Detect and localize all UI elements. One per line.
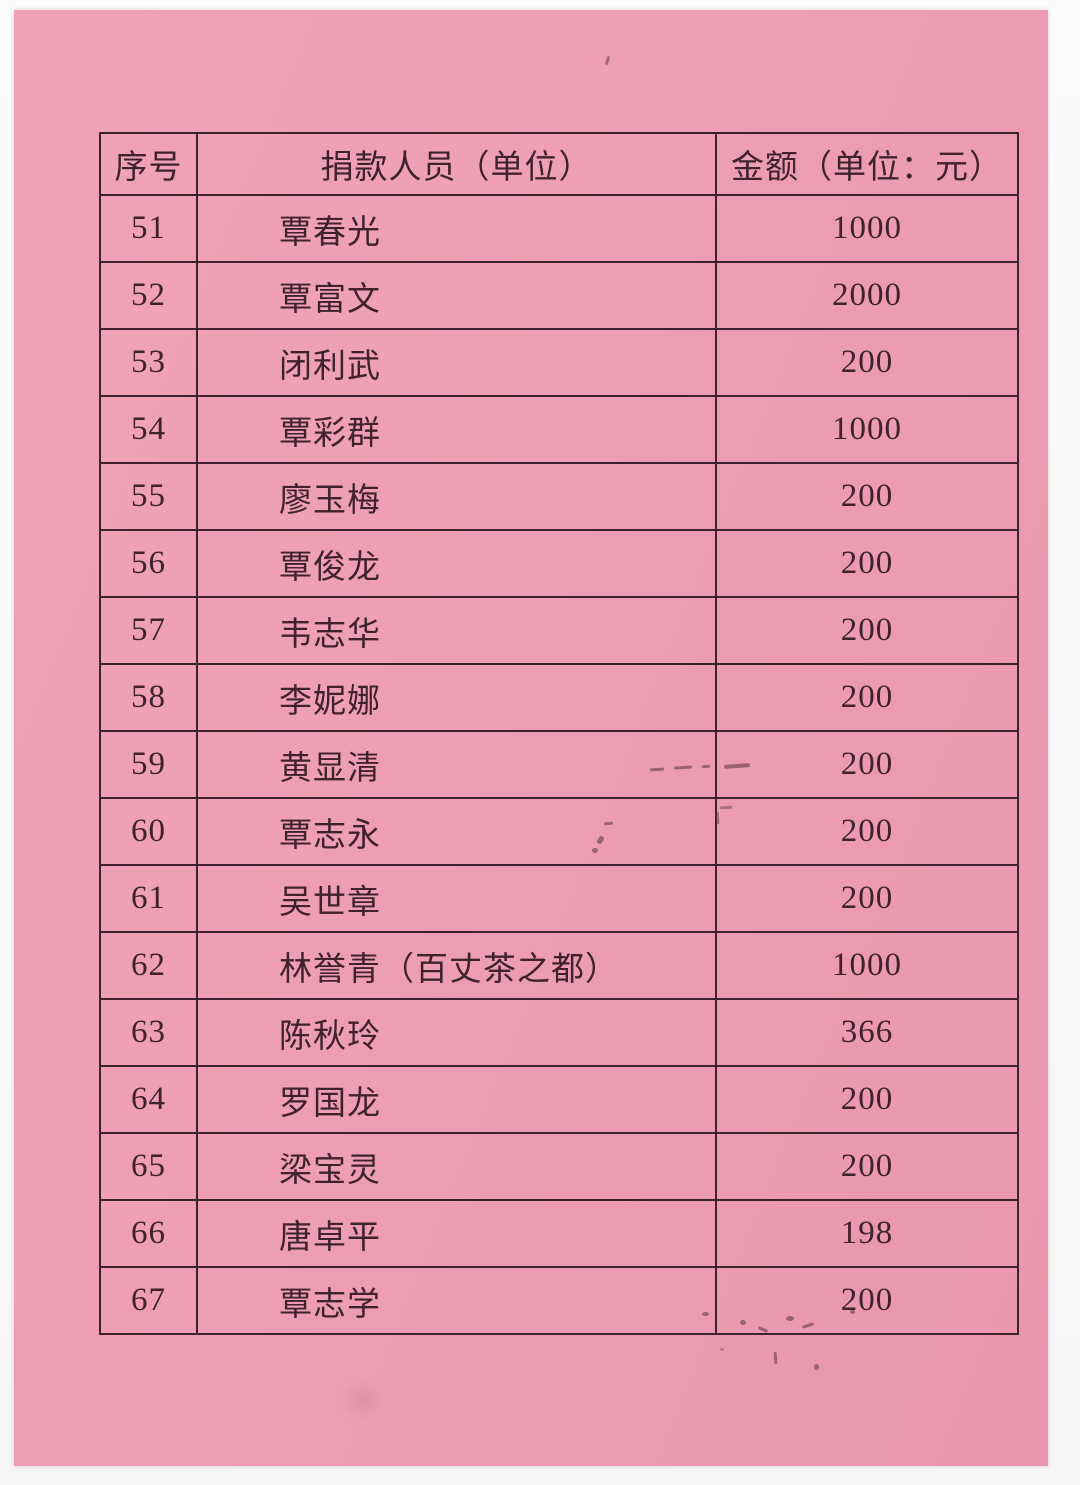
donor-name: 吴世章 — [196, 864, 717, 933]
donor-name: 覃春光 — [196, 194, 717, 263]
donation-amount: 1000 — [715, 931, 1019, 1000]
serial-number: 63 — [99, 998, 198, 1067]
faint-ghost-smudge — [340, 1380, 386, 1420]
serial-number: 67 — [99, 1266, 198, 1335]
serial-number: 65 — [99, 1132, 198, 1201]
serial-number: 57 — [99, 596, 198, 665]
table-row: 62 林誉青（百丈茶之都） 1000 — [99, 931, 1019, 1000]
donor-name: 罗国龙 — [196, 1065, 717, 1134]
donor-name: 林誉青（百丈茶之都） — [196, 931, 717, 1000]
serial-number: 61 — [99, 864, 198, 933]
serial-number: 54 — [99, 395, 198, 464]
pink-paper: 序号 捐款人员（单位） 金额（单位：元） 51 覃春光 1000 52 覃富文 … — [14, 10, 1048, 1466]
donation-amount: 366 — [715, 998, 1019, 1067]
donation-amount: 1000 — [715, 395, 1019, 464]
donation-table-container: 序号 捐款人员（单位） 金额（单位：元） 51 覃春光 1000 52 覃富文 … — [99, 132, 1019, 1335]
table-row: 53 闭利武 200 — [99, 328, 1019, 397]
serial-number: 66 — [99, 1199, 198, 1268]
donor-name: 唐卓平 — [196, 1199, 717, 1268]
donation-amount: 200 — [715, 663, 1019, 732]
table-row: 54 覃彩群 1000 — [99, 395, 1019, 464]
donor-name: 覃志学 — [196, 1266, 717, 1335]
col-header-donor: 捐款人员（单位） — [196, 132, 717, 196]
donor-name: 廖玉梅 — [196, 462, 717, 531]
donation-amount: 200 — [715, 797, 1019, 866]
donor-name: 覃俊龙 — [196, 529, 717, 598]
serial-number: 55 — [99, 462, 198, 531]
serial-number: 58 — [99, 663, 198, 732]
serial-number: 53 — [99, 328, 198, 397]
table-row: 56 覃俊龙 200 — [99, 529, 1019, 598]
col-header-amount: 金额（单位：元） — [715, 132, 1019, 196]
donation-amount: 200 — [715, 529, 1019, 598]
donor-name: 覃志永 — [196, 797, 717, 866]
donation-amount: 1000 — [715, 194, 1019, 263]
donor-name: 陈秋玲 — [196, 998, 717, 1067]
donation-table: 序号 捐款人员（单位） 金额（单位：元） 51 覃春光 1000 52 覃富文 … — [99, 132, 1019, 1335]
table-row: 60 覃志永 200 — [99, 797, 1019, 866]
donor-name: 李妮娜 — [196, 663, 717, 732]
serial-number: 62 — [99, 931, 198, 1000]
serial-number: 59 — [99, 730, 198, 799]
table-row: 57 韦志华 200 — [99, 596, 1019, 665]
serial-number: 60 — [99, 797, 198, 866]
donation-amount: 200 — [715, 1266, 1019, 1335]
donor-name: 闭利武 — [196, 328, 717, 397]
table-row: 67 覃志学 200 — [99, 1266, 1019, 1335]
donor-name: 覃彩群 — [196, 395, 717, 464]
table-row: 65 梁宝灵 200 — [99, 1132, 1019, 1201]
table-row: 66 唐卓平 198 — [99, 1199, 1019, 1268]
donation-amount: 200 — [715, 730, 1019, 799]
table-row: 58 李妮娜 200 — [99, 663, 1019, 732]
table-row: 63 陈秋玲 366 — [99, 998, 1019, 1067]
serial-number: 64 — [99, 1065, 198, 1134]
table-row: 52 覃富文 2000 — [99, 261, 1019, 330]
table-row: 64 罗国龙 200 — [99, 1065, 1019, 1134]
donation-amount: 200 — [715, 596, 1019, 665]
donation-amount: 200 — [715, 864, 1019, 933]
donation-amount: 200 — [715, 1132, 1019, 1201]
table-row: 55 廖玉梅 200 — [99, 462, 1019, 531]
donor-name: 梁宝灵 — [196, 1132, 717, 1201]
table-row: 51 覃春光 1000 — [99, 194, 1019, 263]
donation-amount: 2000 — [715, 261, 1019, 330]
donor-name: 黄显清 — [196, 730, 717, 799]
serial-number: 51 — [99, 194, 198, 263]
table-row: 59 黄显清 200 — [99, 730, 1019, 799]
donation-amount: 200 — [715, 1065, 1019, 1134]
donation-amount: 200 — [715, 328, 1019, 397]
donation-amount: 200 — [715, 462, 1019, 531]
donor-name: 韦志华 — [196, 596, 717, 665]
table-row: 61 吴世章 200 — [99, 864, 1019, 933]
serial-number: 56 — [99, 529, 198, 598]
serial-number: 52 — [99, 261, 198, 330]
donor-name: 覃富文 — [196, 261, 717, 330]
col-header-serial: 序号 — [99, 132, 198, 196]
donation-amount: 198 — [715, 1199, 1019, 1268]
table-header-row: 序号 捐款人员（单位） 金额（单位：元） — [99, 132, 1019, 196]
